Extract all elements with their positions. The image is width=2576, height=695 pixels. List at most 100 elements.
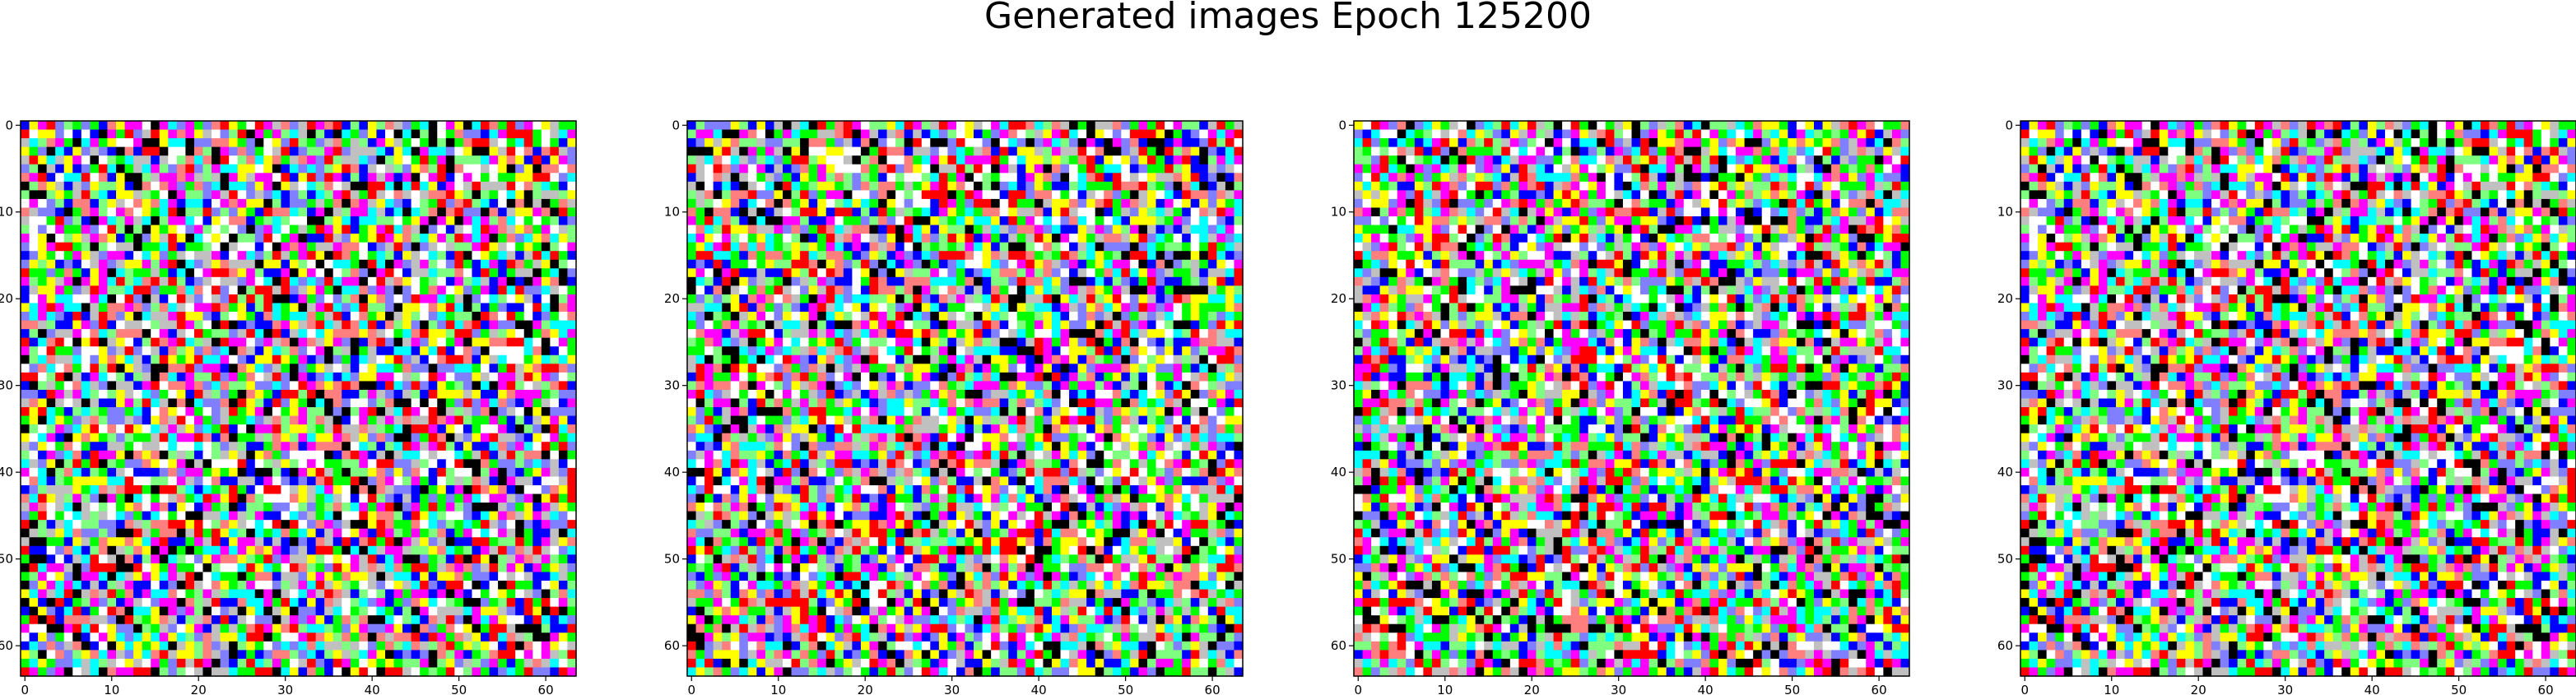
pixel-cell	[393, 623, 403, 633]
pixel-cell	[402, 606, 412, 616]
pixel-cell	[55, 164, 65, 174]
pixel-cell	[558, 615, 569, 625]
pixel-cell	[307, 198, 317, 209]
pixel-cell	[72, 242, 82, 252]
pixel-cell	[1190, 173, 1200, 183]
pixel-cell	[55, 484, 65, 495]
pixel-cell	[151, 520, 160, 530]
pixel-cell	[272, 234, 282, 243]
pixel-cell	[1034, 216, 1044, 226]
pixel-cell	[185, 225, 195, 234]
pixel-cell	[783, 146, 793, 156]
pixel-cell	[21, 398, 30, 408]
pixel-cell	[90, 589, 100, 599]
pixel-cell	[254, 433, 264, 442]
pixel-cell	[411, 641, 421, 651]
pixel-cell	[463, 598, 473, 608]
pixel-cell	[342, 259, 351, 269]
pixel-cell	[212, 433, 221, 442]
pixel-cell	[29, 572, 39, 581]
pixel-cell	[342, 242, 351, 252]
pixel-cell	[237, 138, 247, 148]
pixel-cell	[159, 389, 169, 400]
pixel-cell	[463, 424, 473, 434]
pixel-cell	[938, 155, 949, 165]
pixel-cell	[193, 164, 204, 174]
pixel-cell	[350, 234, 360, 243]
pixel-cell	[411, 364, 421, 373]
pixel-cell	[124, 528, 134, 538]
pixel-cell	[756, 121, 766, 131]
pixel-cell	[506, 667, 516, 677]
pixel-cell	[133, 667, 143, 677]
pixel-cell	[281, 572, 291, 581]
pixel-cell	[869, 207, 879, 217]
pixel-cell	[921, 164, 931, 174]
pixel-cell	[1225, 173, 1235, 183]
pixel-cell	[332, 259, 342, 269]
pixel-cell	[263, 528, 273, 538]
pixel-cell	[220, 442, 230, 452]
pixel-cell	[1165, 129, 1174, 139]
pixel-cell	[1077, 173, 1087, 183]
pixel-cell	[176, 164, 186, 174]
pixel-cell	[21, 433, 30, 442]
pixel-cell	[151, 476, 160, 486]
pixel-cell	[332, 650, 342, 660]
pixel-cell	[722, 173, 732, 183]
pixel-cell	[472, 589, 481, 599]
pixel-cell	[220, 216, 230, 226]
pixel-cell	[63, 563, 73, 573]
pixel-cell	[550, 129, 560, 139]
pixel-cell	[281, 606, 291, 616]
pixel-cell	[246, 146, 256, 156]
pixel-cell	[81, 632, 91, 642]
pixel-cell	[220, 285, 230, 295]
pixel-cell	[835, 234, 844, 243]
pixel-cell	[281, 268, 291, 278]
pixel-cell	[159, 667, 169, 677]
pixel-cell	[1112, 146, 1122, 156]
pixel-cell	[38, 285, 48, 295]
pixel-cell	[1182, 146, 1192, 156]
pixel-cell	[1225, 181, 1235, 191]
pixel-cell	[1051, 121, 1062, 131]
pixel-cell	[1129, 198, 1140, 209]
pixel-cell	[454, 320, 464, 330]
pixel-cell	[913, 225, 923, 234]
pixel-cell	[965, 234, 974, 243]
pixel-cell	[176, 545, 186, 555]
pixel-cell	[472, 346, 481, 356]
pixel-cell	[307, 589, 317, 599]
pixel-cell	[21, 598, 30, 608]
pixel-cell	[359, 276, 369, 286]
pixel-cell	[367, 364, 378, 373]
pixel-cell	[541, 389, 551, 400]
pixel-cell	[263, 181, 273, 191]
pixel-cell	[63, 650, 73, 660]
pixel-cell	[72, 398, 82, 408]
pixel-cell	[21, 129, 30, 139]
pixel-cell	[350, 511, 360, 521]
pixel-cell	[1165, 121, 1174, 131]
pixel-cell	[489, 259, 499, 269]
pixel-cell	[246, 121, 256, 131]
pixel-cell	[237, 198, 247, 209]
pixel-cell	[98, 407, 109, 417]
pixel-cell	[212, 190, 221, 200]
pixel-cell	[411, 329, 421, 339]
pixel-cell	[21, 442, 30, 452]
pixel-cell	[72, 346, 82, 356]
pixel-cell	[168, 259, 178, 269]
pixel-cell	[46, 580, 56, 591]
pixel-cell	[532, 303, 542, 313]
pixel-cell	[437, 580, 447, 591]
pixel-cell	[437, 407, 447, 417]
pixel-cell	[176, 554, 186, 564]
pixel-cell	[116, 389, 126, 400]
pixel-cell	[506, 511, 516, 521]
pixel-cell	[46, 503, 56, 512]
pixel-cell	[445, 606, 455, 616]
pixel-cell	[1207, 138, 1217, 148]
pixel-cell	[116, 641, 126, 651]
